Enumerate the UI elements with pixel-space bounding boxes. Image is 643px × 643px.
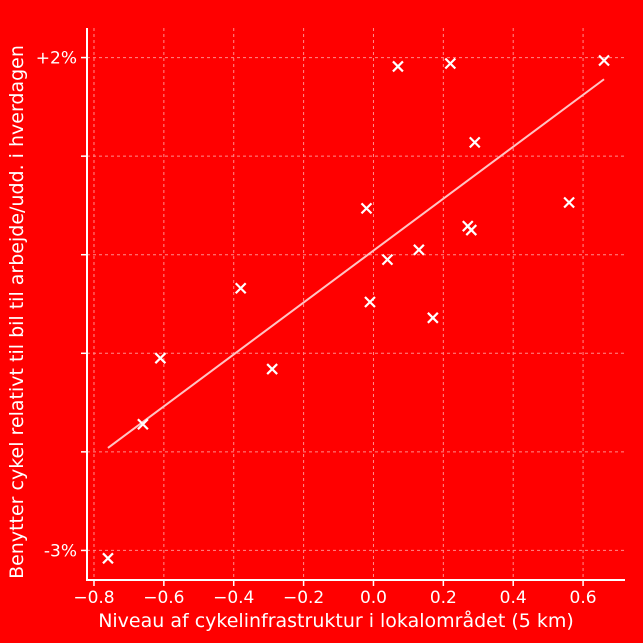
trend-line: [107, 78, 605, 449]
y-axis-ticks: -3% +2%: [36, 49, 87, 561]
data-point-marker: [413, 244, 425, 256]
x-tick-label: 0.6: [570, 588, 597, 608]
data-point-marker: [563, 196, 575, 209]
data-point-marker: [137, 418, 149, 431]
x-tick-label: −0.2: [283, 588, 324, 608]
y-tick-label: +2%: [36, 49, 77, 69]
data-point-marker: [154, 352, 167, 364]
data-point-marker: [102, 552, 114, 565]
x-tick-label: 0.2: [430, 588, 457, 608]
y-tick-label: -3%: [44, 541, 77, 561]
x-tick-label: 0.4: [500, 588, 527, 608]
data-point-marker: [444, 57, 457, 70]
data-point-marker: [469, 136, 481, 149]
data-point-marker: [598, 54, 610, 67]
data-point-marker: [360, 202, 373, 215]
data-point-marker: [381, 253, 394, 266]
data-point-marker: [364, 296, 376, 308]
x-axis-label: Niveau af cykelinfrastruktur i lokalområ…: [98, 609, 574, 632]
data-points: [102, 54, 610, 565]
data-point-marker: [392, 60, 404, 73]
grid: [87, 28, 625, 580]
x-axis-ticks: −0.8 −0.6 −0.4 −0.2 0.0 0.2 0.4 0.6: [73, 580, 597, 608]
x-tick-label: −0.4: [213, 588, 254, 608]
data-point-marker: [234, 282, 247, 295]
y-axis-label: Benytter cykel relativt til bil til arbe…: [6, 45, 28, 579]
data-point-marker: [266, 363, 278, 375]
data-point-marker: [465, 224, 478, 236]
x-tick-label: −0.8: [73, 588, 114, 608]
x-tick-label: −0.6: [143, 588, 184, 608]
x-tick-label: 0.0: [360, 588, 387, 608]
data-point-marker: [427, 312, 439, 324]
axes: [86, 28, 625, 581]
